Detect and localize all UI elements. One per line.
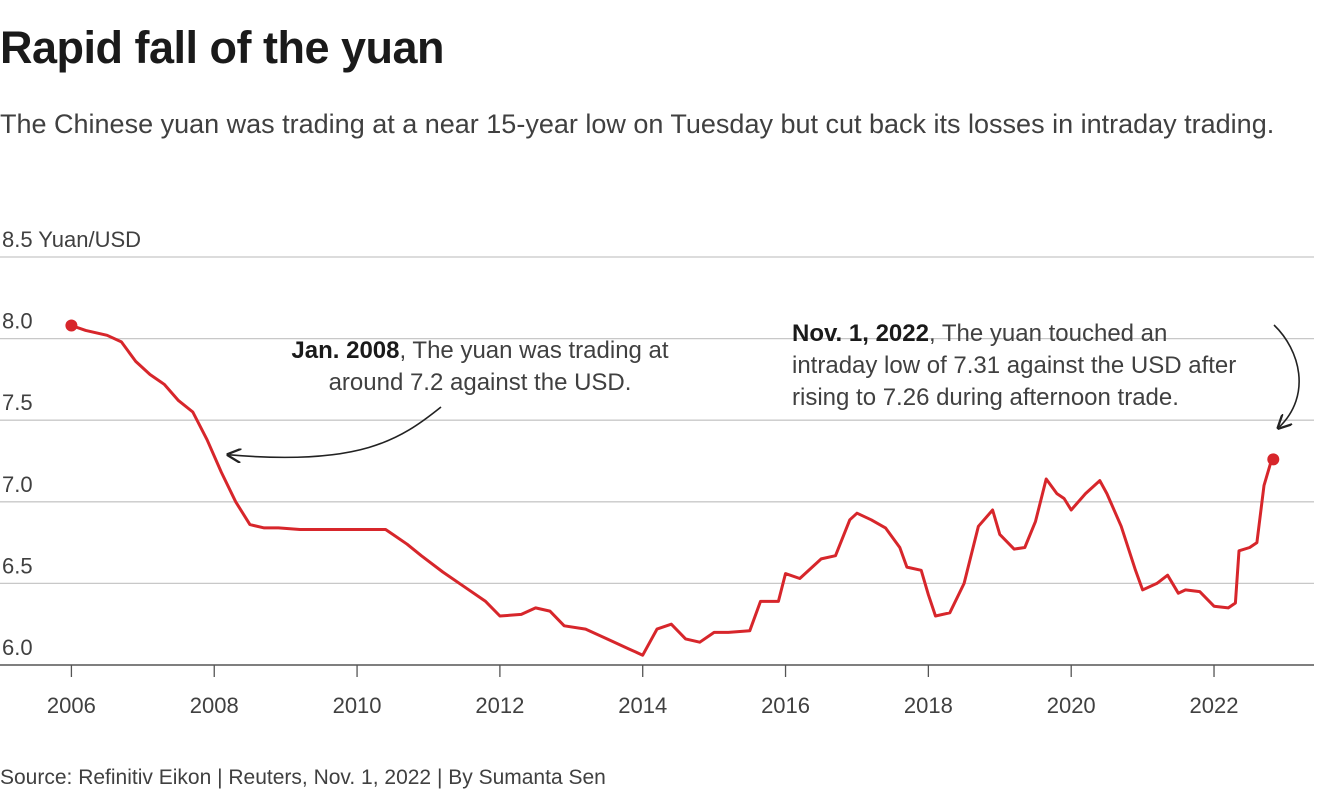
y-tick-label: 8.5 Yuan/USD (2, 227, 141, 252)
x-tick-label: 2022 (1190, 693, 1239, 718)
y-axis-labels: 8.5 Yuan/USD 8.0 7.5 7.0 6.5 6.0 (2, 227, 141, 660)
annotation-date: Nov. 1, 2022 (792, 320, 929, 347)
x-tick-label: 2012 (475, 693, 524, 718)
chart-subtitle: The Chinese yuan was trading at a near 1… (0, 109, 1275, 139)
series-line-yuan-usd (69, 324, 1275, 657)
arrow-jan2008 (229, 406, 442, 457)
x-axis: 2006 2008 2010 2012 2014 2016 2018 2020 2022 (47, 665, 1239, 718)
y-tick-label: 7.5 (2, 390, 33, 415)
source-note: Source: Refinitiv Eikon | Reuters, Nov. … (0, 766, 606, 789)
annotation-text-line: around 7.2 against the USD. (329, 369, 632, 396)
annotation-nov2022: Nov. 1, 2022, The yuan touched an intrada… (792, 320, 1236, 411)
annotation-text-line: intraday low of 7.31 against the USD aft… (792, 352, 1236, 379)
chart-title: Rapid fall of the yuan (0, 22, 445, 73)
x-tick-label: 2018 (904, 693, 953, 718)
y-tick-label: 7.0 (2, 472, 33, 497)
annotation-date: Jan. 2008 (291, 337, 399, 364)
x-tick-label: 2020 (1047, 693, 1096, 718)
annotations: Jan. 2008, The yuan was trading at around… (291, 320, 1236, 411)
x-tick-label: 2008 (190, 693, 239, 718)
y-tick-label: 6.5 (2, 553, 33, 578)
x-tick-label: 2006 (47, 693, 96, 718)
end-marker (1267, 453, 1280, 466)
y-tick-label: 8.0 (2, 309, 33, 334)
start-marker (65, 319, 78, 332)
annotation-jan2008: Jan. 2008, The yuan was trading at around… (291, 337, 668, 396)
annotation-text-line: Nov. 1, 2022, The yuan touched an (792, 320, 1167, 347)
annotation-text-line: Jan. 2008, The yuan was trading at (291, 337, 668, 364)
x-tick-label: 2016 (761, 693, 810, 718)
x-tick-label: 2010 (333, 693, 382, 718)
annotation-arrows (229, 324, 1300, 457)
arrow-nov2022 (1273, 324, 1300, 427)
y-tick-label: 6.0 (2, 635, 33, 660)
grid-lines (0, 256, 1314, 666)
data-series (65, 319, 1280, 657)
x-tick-label: 2014 (618, 693, 667, 718)
yuan-line-chart: 8.5 Yuan/USD 8.0 7.5 7.0 6.5 6.0 2006 2008 2010… (0, 227, 1314, 718)
annotation-text-line: rising to 7.26 during afternoon trade. (792, 384, 1179, 411)
